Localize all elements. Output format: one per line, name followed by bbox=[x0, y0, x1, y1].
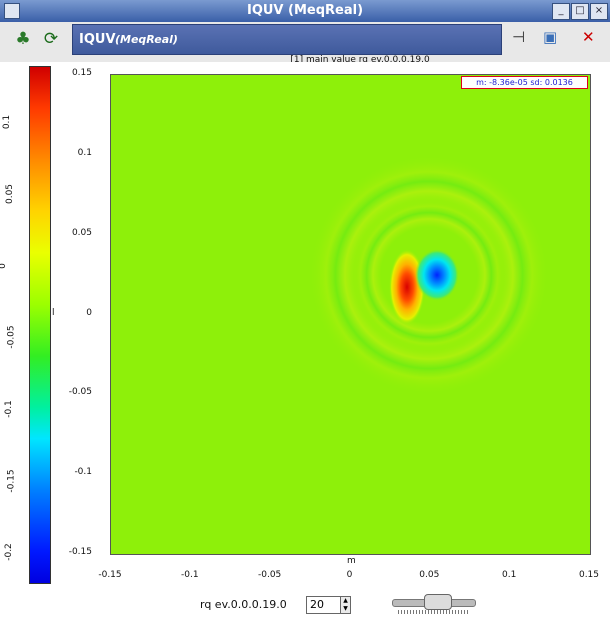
window-title: IQUV (MeqReal) bbox=[246, 3, 364, 18]
window-icon[interactable]: ▣ bbox=[543, 28, 558, 46]
negative-lobe bbox=[415, 249, 459, 301]
close-window-button[interactable]: × bbox=[590, 3, 608, 20]
heatmap-svg bbox=[309, 155, 549, 395]
x-tick-label: 0.1 bbox=[501, 570, 517, 580]
x-tick-label: -0.15 bbox=[98, 570, 122, 580]
colorbar-tick-label: -0.15 bbox=[6, 469, 17, 493]
x-tick-label: 0.15 bbox=[578, 570, 600, 580]
tree-icon[interactable]: ♣ bbox=[15, 29, 31, 49]
title-bar: IQUV (MeqReal) _ □ × bbox=[0, 0, 610, 23]
slider-ticks bbox=[398, 610, 470, 614]
colorbar-tick-label: 0.05 bbox=[5, 183, 16, 205]
slider-thumb[interactable] bbox=[424, 594, 453, 610]
x-axis-label: m bbox=[347, 556, 356, 566]
x-tick-label: -0.1 bbox=[181, 570, 199, 580]
y-tick-label: -0.1 bbox=[74, 467, 92, 478]
colorbar-tick-label: -0.2 bbox=[3, 543, 14, 562]
colorbar bbox=[29, 66, 51, 584]
spin-value-input[interactable]: 20 bbox=[306, 596, 343, 614]
y-tick-label: 0.1 bbox=[77, 147, 92, 158]
plot-subtitle: [1] main value rq ev.0.0.0.19.0 bbox=[290, 55, 430, 65]
y-tick-label: -0.15 bbox=[68, 547, 92, 557]
window-menu-icon[interactable] bbox=[4, 3, 20, 19]
y-tick-label: -0.05 bbox=[68, 387, 92, 398]
close-panel-icon[interactable]: ✕ bbox=[582, 28, 595, 46]
maximize-button[interactable]: □ bbox=[571, 3, 589, 20]
y-tick-label: 0 bbox=[86, 307, 92, 318]
header-title: IQUV bbox=[79, 32, 116, 47]
colorbar-tick-label: 0 bbox=[0, 263, 8, 269]
x-tick-label: 0 bbox=[346, 570, 353, 580]
minimize-button[interactable]: _ bbox=[552, 3, 570, 20]
plot-area[interactable] bbox=[110, 74, 591, 555]
colorbar-tick-label: -0.05 bbox=[6, 325, 17, 349]
refresh-icon[interactable]: ⟳ bbox=[43, 29, 59, 49]
spin-label: rq ev.0.0.0.19.0 bbox=[200, 598, 287, 611]
colorbar-tick-label: -0.1 bbox=[3, 400, 14, 418]
x-tick-label: -0.05 bbox=[258, 570, 282, 580]
y-tick-label: 0.15 bbox=[71, 68, 92, 78]
colorbar-tick-label: 0.1 bbox=[2, 115, 13, 130]
y-axis-label: l bbox=[52, 308, 55, 318]
plot-header: IQUV (MeqReal) bbox=[72, 24, 502, 55]
spin-arrows[interactable]: ▲ ▼ bbox=[340, 596, 351, 614]
pin-icon[interactable]: ⊣ bbox=[512, 28, 526, 46]
x-tick-label: 0.05 bbox=[419, 570, 440, 580]
y-tick-label: 0.05 bbox=[71, 227, 92, 238]
header-subtitle: (MeqReal) bbox=[115, 33, 178, 46]
stats-readout: m: -8.36e-05 sd: 0.0136 bbox=[461, 76, 588, 89]
